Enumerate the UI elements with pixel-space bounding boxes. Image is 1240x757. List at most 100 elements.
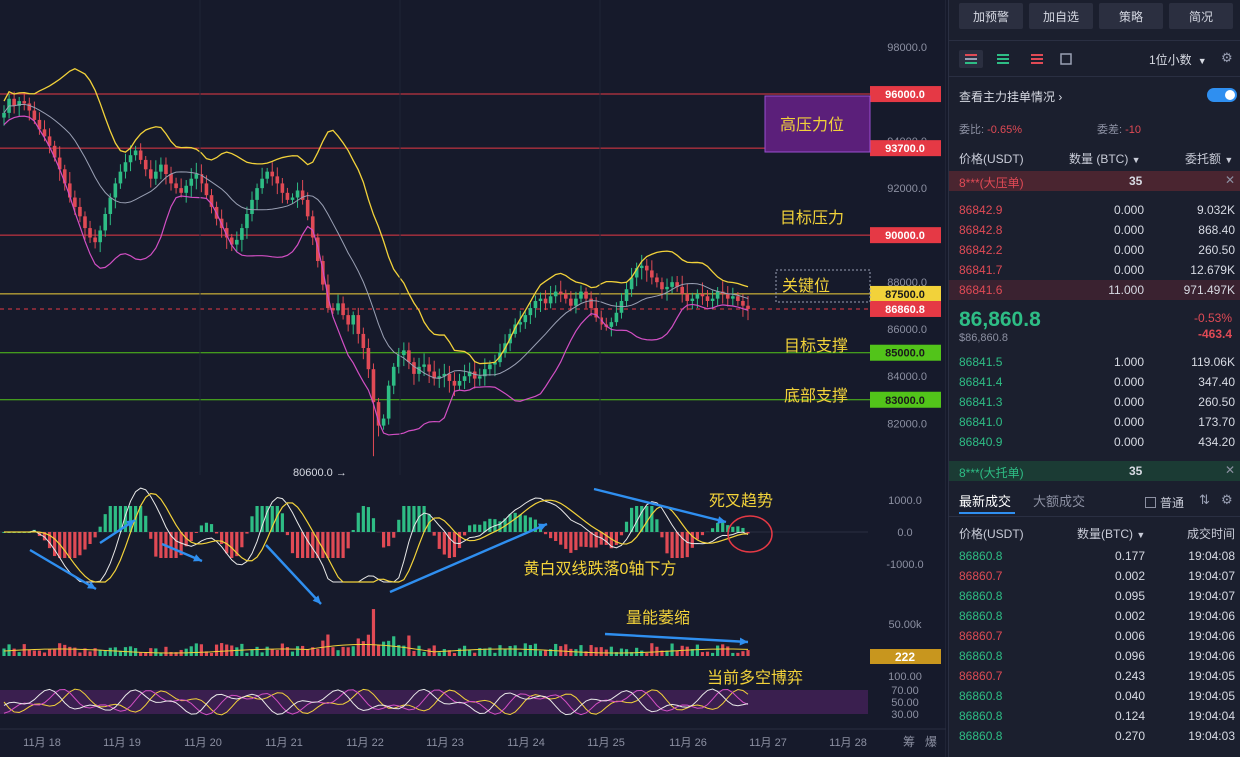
- x-tick-label: 11月 20: [184, 737, 222, 749]
- row-qty: 1.000: [1113, 355, 1144, 369]
- volume-bar: [68, 646, 72, 656]
- macd-hist-bar: [260, 506, 264, 532]
- volume-bar: [503, 648, 507, 656]
- row-qty: 0.000: [1113, 243, 1144, 257]
- volume-bar: [214, 644, 219, 656]
- macd-hist-bar: [240, 532, 244, 548]
- volume-bar: [78, 652, 82, 656]
- target-pressure-label: 目标压力: [780, 209, 844, 227]
- trade-qty: 0.243: [1114, 669, 1145, 683]
- level-badge-label: 86860.8: [885, 304, 925, 316]
- candle-body: [52, 145, 57, 158]
- big-sell-bar[interactable]: 8***(大压单) 35 ✕: [949, 171, 1240, 191]
- kline-chart[interactable]: 98000.094000.092000.088000.086000.084000…: [0, 0, 946, 757]
- main-orders-toggle[interactable]: [1207, 88, 1237, 102]
- depth-icon[interactable]: [1055, 50, 1079, 68]
- volume-bar: [665, 650, 669, 656]
- decimals-select[interactable]: 1位小数 ▼: [1149, 51, 1207, 68]
- volume-bar: [83, 648, 87, 656]
- candle-body: [589, 298, 593, 309]
- macd-hist-bar: [726, 525, 730, 532]
- row-price: 86842.2: [959, 243, 1003, 257]
- main-orders-link[interactable]: 查看主力挂单情况 ›: [959, 88, 1062, 105]
- trade-row: 86860.8 0.124 19:04:04: [949, 706, 1240, 726]
- macd-hist-bar: [220, 532, 224, 545]
- volume-bar: [493, 652, 497, 656]
- normal-filter[interactable]: 普通: [1145, 494, 1184, 511]
- close-icon[interactable]: ✕: [1225, 463, 1236, 477]
- volume-bar: [569, 648, 573, 656]
- macd-hist-bar: [214, 532, 219, 534]
- trade-price: 86860.8: [959, 709, 1003, 723]
- tab-latest-trades[interactable]: 最新成交: [959, 494, 1012, 509]
- arrow-macd-2-head: [193, 554, 202, 562]
- row-price: 86840.9: [959, 435, 1003, 449]
- orderbook-row[interactable]: 86841.0 0.000 173.70: [949, 412, 1240, 432]
- arrow-macd-1-head: [87, 581, 96, 589]
- candle-body: [710, 298, 715, 301]
- row-price: 86842.9: [959, 203, 1003, 217]
- trades-settings-icon[interactable]: ⚙: [1221, 492, 1233, 507]
- orderbook-both-icon[interactable]: [959, 50, 983, 68]
- macd-hist-bar: [331, 532, 335, 558]
- chart-area[interactable]: 98000.094000.092000.088000.086000.084000…: [0, 0, 946, 757]
- volume-bar: [584, 651, 588, 656]
- big-buy-bar[interactable]: 8***(大托单) 35 ✕: [949, 461, 1240, 481]
- tab-large-trades[interactable]: 大额成交: [1033, 494, 1086, 509]
- volume-bar: [250, 649, 254, 656]
- chevron-down-icon: ▼: [1197, 56, 1207, 66]
- volume-bar: [341, 646, 345, 656]
- high-pressure-box: [764, 95, 871, 153]
- candle-body: [442, 373, 447, 377]
- macd-hist-bar: [523, 515, 527, 532]
- orderbook-row[interactable]: 86841.7 0.000 12.679K: [949, 260, 1240, 280]
- strategy-button[interactable]: 策略: [1099, 3, 1163, 29]
- level-badge-label: 90000.0: [885, 230, 925, 242]
- col-total-header[interactable]: 委托额 ▼: [1185, 152, 1234, 166]
- orderbook-row[interactable]: 86841.3 0.000 260.50: [949, 392, 1240, 412]
- candle-body: [447, 373, 452, 381]
- trade-time: 19:04:07: [1188, 569, 1235, 583]
- orderbook-row[interactable]: 86840.9 0.000 434.20: [949, 432, 1240, 452]
- orderbook-row[interactable]: 86842.2 0.000 260.50: [949, 240, 1240, 260]
- candle-body: [194, 174, 199, 179]
- candle-body: [250, 199, 254, 214]
- arrow-volume: [604, 632, 749, 644]
- alert-button[interactable]: 加预警: [959, 3, 1023, 29]
- level-badge: [870, 86, 941, 103]
- macd-hist-bar: [609, 532, 613, 549]
- orderbook-row[interactable]: 86841.6 11.000 971.497K: [949, 280, 1240, 300]
- candle-body: [47, 136, 52, 146]
- orderbook-asks-icon[interactable]: [1025, 50, 1049, 68]
- orderbook-row[interactable]: 86841.4 0.000 347.40: [949, 372, 1240, 392]
- candle-body: [736, 296, 740, 301]
- candle-body: [143, 159, 148, 170]
- candle-body: [88, 228, 92, 238]
- trade-time: 19:04:05: [1188, 689, 1235, 703]
- orderbook-row[interactable]: 86842.9 0.000 9.032K: [949, 200, 1240, 220]
- chip-label: 筹: [903, 735, 915, 749]
- macd-hist-bar: [356, 512, 360, 532]
- candle-body: [148, 169, 153, 179]
- candle-body: [655, 277, 659, 283]
- volume-bar: [220, 643, 224, 656]
- volume-bar: [47, 649, 52, 656]
- orderbook-bids-icon[interactable]: [991, 50, 1015, 68]
- macd-hist-bar: [700, 532, 705, 536]
- simple-button[interactable]: 简况: [1169, 3, 1233, 29]
- orderbook-row[interactable]: 86841.5 1.000 119.06K: [949, 352, 1240, 372]
- trades-col-qty[interactable]: 数量(BTC) ▼: [1077, 527, 1146, 541]
- macd-hist-bar: [392, 532, 396, 538]
- orderbook-row[interactable]: 86842.8 0.000 868.40: [949, 220, 1240, 240]
- candle-body: [346, 315, 350, 325]
- level-badge-label: 96000.0: [885, 89, 925, 101]
- volume-bar: [528, 645, 532, 656]
- close-icon[interactable]: ✕: [1225, 173, 1236, 187]
- trade-row: 86860.7 0.006 19:04:06: [949, 626, 1240, 646]
- macd-hist-bar: [690, 532, 694, 548]
- filter-icon[interactable]: ⇅: [1199, 492, 1210, 507]
- add-watchlist-button[interactable]: 加自选: [1029, 3, 1093, 29]
- col-qty-header[interactable]: 数量 (BTC) ▼: [1069, 152, 1141, 166]
- settings-icon[interactable]: ⚙: [1221, 50, 1233, 65]
- macd-hist-bar: [98, 526, 102, 532]
